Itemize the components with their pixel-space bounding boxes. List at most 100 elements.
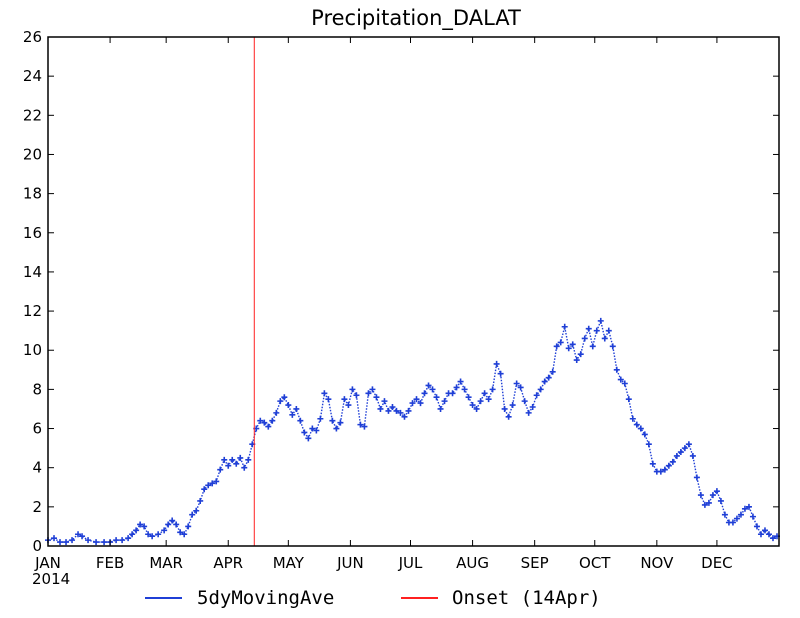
data-point	[353, 392, 360, 399]
data-point	[657, 468, 664, 475]
data-point	[573, 357, 580, 364]
data-point	[189, 511, 196, 518]
y-tick-label: 24	[23, 67, 42, 85]
data-point	[409, 400, 416, 407]
x-tick-label: MAR	[149, 554, 183, 572]
y-tick-label: 10	[23, 341, 42, 359]
data-point	[119, 537, 126, 544]
chart-title: Precipitation_DALAT	[311, 6, 521, 31]
data-point	[505, 413, 512, 420]
data-point	[693, 474, 700, 481]
data-point	[473, 405, 480, 412]
data-point	[169, 517, 176, 524]
data-point	[193, 507, 200, 514]
data-point	[509, 402, 516, 409]
data-point	[125, 535, 132, 542]
data-point	[605, 327, 612, 334]
data-point	[101, 539, 108, 546]
data-point	[137, 521, 144, 528]
y-tick-label: 16	[23, 224, 42, 242]
data-point	[181, 531, 188, 538]
data-point	[113, 537, 120, 544]
data-point	[649, 460, 656, 467]
data-point	[753, 523, 760, 530]
data-point	[405, 407, 412, 414]
data-point	[397, 409, 404, 416]
data-point	[437, 405, 444, 412]
data-point	[345, 402, 352, 409]
data-point	[229, 456, 236, 463]
data-point	[629, 415, 636, 422]
data-point	[477, 398, 484, 405]
legend-label-moving-ave: 5dyMovingAve	[197, 587, 334, 609]
data-point	[761, 527, 768, 534]
data-point	[545, 374, 552, 381]
data-point	[633, 421, 640, 428]
data-point	[597, 317, 604, 324]
data-point	[57, 539, 64, 546]
data-point	[361, 423, 368, 430]
data-point	[329, 417, 336, 424]
x-tick-label: JUL	[398, 554, 423, 572]
data-point	[261, 419, 268, 426]
legend-label-onset: Onset (14Apr)	[452, 587, 601, 609]
data-point	[325, 396, 332, 403]
data-point	[749, 513, 756, 520]
y-tick-label: 26	[23, 28, 42, 46]
data-point	[301, 429, 308, 436]
data-point	[765, 531, 772, 538]
data-point	[213, 478, 220, 485]
y-tick-label: 18	[23, 185, 42, 203]
data-point	[389, 404, 396, 411]
data-point	[717, 497, 724, 504]
data-point	[621, 380, 628, 387]
data-point	[453, 384, 460, 391]
data-point	[613, 366, 620, 373]
x-tick-label: NOV	[640, 554, 674, 572]
data-point	[501, 405, 508, 412]
x-tick-label: DEC	[701, 554, 733, 572]
data-point	[79, 533, 86, 540]
data-point	[69, 537, 76, 544]
data-point	[173, 521, 180, 528]
data-point	[533, 392, 540, 399]
x-tick-label: FEB	[96, 554, 124, 572]
data-point	[557, 339, 564, 346]
data-point	[369, 386, 376, 393]
x-tick-label: OCT	[579, 554, 611, 572]
data-point	[705, 499, 712, 506]
data-point	[677, 449, 684, 456]
data-point	[721, 511, 728, 518]
data-point	[757, 531, 764, 538]
data-point	[209, 480, 216, 487]
y-tick-label: 8	[32, 380, 42, 398]
data-point	[161, 527, 168, 534]
y-tick-label: 2	[32, 498, 42, 516]
data-point	[289, 411, 296, 418]
data-point	[737, 511, 744, 518]
data-point	[309, 425, 316, 432]
data-point	[277, 398, 284, 405]
x-tick-label: SEP	[521, 554, 549, 572]
data-point	[155, 531, 162, 538]
y-tick-label: 4	[32, 459, 42, 477]
data-point	[585, 325, 592, 332]
data-point	[733, 515, 740, 522]
data-point	[641, 431, 648, 438]
data-point	[141, 523, 148, 530]
data-point	[525, 409, 532, 416]
data-point	[493, 360, 500, 367]
data-point	[237, 454, 244, 461]
data-point	[741, 505, 748, 512]
data-point	[601, 335, 608, 342]
data-point	[513, 380, 520, 387]
data-point	[549, 368, 556, 375]
data-point	[429, 386, 436, 393]
data-point	[385, 407, 392, 414]
data-point	[93, 539, 100, 546]
data-point	[561, 323, 568, 330]
data-point	[521, 398, 528, 405]
data-point	[729, 519, 736, 526]
